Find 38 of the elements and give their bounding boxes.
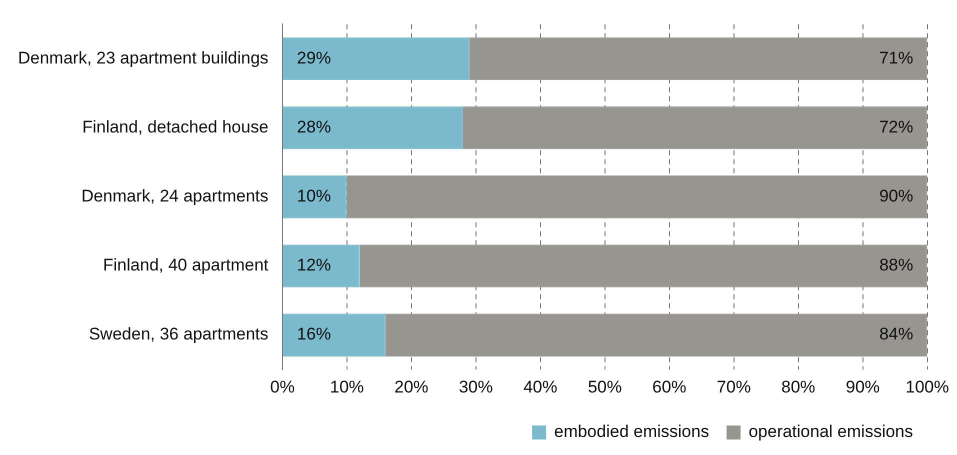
x-tick-label: 70%	[716, 377, 751, 396]
data-label: 16%	[296, 324, 331, 344]
bar	[469, 37, 928, 80]
data-label: 90%	[879, 186, 914, 206]
x-tick-label: 80%	[781, 377, 816, 396]
data-label: 10%	[296, 186, 331, 206]
legend-label: embodied emissions	[554, 422, 710, 442]
x-tick-label: 10%	[330, 377, 364, 396]
x-tick-label: 90%	[846, 377, 880, 396]
x-tick-label: 0%	[270, 377, 295, 396]
x-tick-label: 100%	[906, 377, 949, 396]
data-label: 72%	[879, 118, 914, 137]
data-label: 88%	[879, 256, 914, 275]
bar	[282, 244, 360, 288]
bar	[282, 175, 347, 218]
y-tick-label: Finland, detached house	[82, 118, 268, 137]
data-label: 12%	[296, 256, 331, 275]
y-tick-label: Finland, 40 apartment	[103, 256, 269, 275]
bar	[282, 106, 463, 150]
bar	[346, 175, 928, 218]
y-tick-label: Denmark, 23 apartment buildings	[18, 48, 268, 68]
bar	[360, 244, 928, 288]
x-tick-label: 40%	[523, 377, 558, 396]
x-tick-label: 20%	[394, 377, 428, 396]
y-tick-label: Sweden, 36 apartments	[88, 324, 268, 344]
x-tick-label: 50%	[588, 377, 622, 396]
bar	[462, 106, 928, 150]
bar	[282, 314, 386, 356]
bar	[282, 37, 470, 80]
data-label: 28%	[296, 118, 331, 137]
legend-label: operational emissions	[748, 422, 913, 442]
data-label: 29%	[296, 48, 331, 68]
x-tick-label: 60%	[652, 377, 686, 396]
data-label: 84%	[879, 324, 914, 344]
data-label: 71%	[879, 48, 914, 68]
bar	[386, 314, 928, 356]
x-tick-label: 30%	[458, 377, 493, 396]
y-tick-label: Denmark, 24 apartments	[81, 186, 268, 206]
